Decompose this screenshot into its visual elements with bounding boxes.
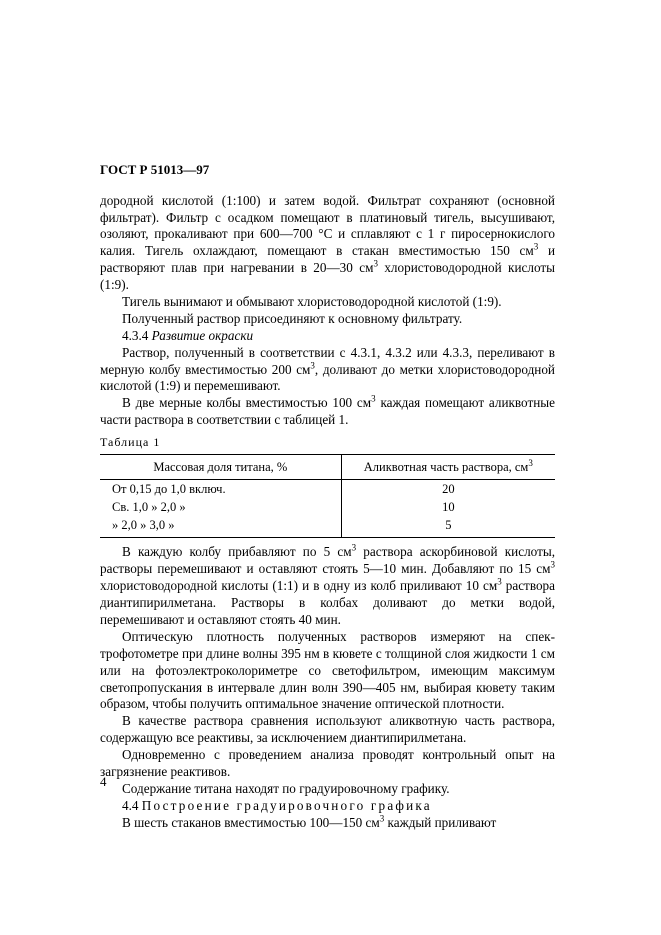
- paragraph-10: В шесть стаканов вместимостью 100—150 см…: [100, 815, 555, 832]
- paragraph-3: Раствор, полученный в соответствии с 4.3…: [100, 345, 555, 396]
- table-1: Массовая доля титана, % Аликвотная часть…: [100, 454, 555, 538]
- table-cell: 20: [341, 480, 555, 499]
- table-row: » 2,0 » 3,0 » 5: [100, 516, 555, 538]
- table-row: Св. 1,0 » 2,0 » 10: [100, 498, 555, 516]
- sec44-num: 4.4: [122, 798, 142, 813]
- paragraph-9: Содержание титана находят по градуировоч…: [100, 781, 555, 798]
- table-cell: 5: [341, 516, 555, 538]
- sec-num: 4.3.4: [122, 328, 152, 343]
- table-cell: » 2,0 » 3,0 »: [100, 516, 341, 538]
- paragraph-7: В качестве раствора сравнения используют…: [100, 713, 555, 747]
- sup-3: 3: [551, 560, 556, 570]
- table-cell: Св. 1,0 » 2,0 »: [100, 498, 341, 516]
- col2-hdr-text: Аликвотная часть раствора, см: [364, 460, 529, 474]
- section-4-3-4: 4.3.4 Развитие окраски: [100, 328, 555, 345]
- p4-text-a: В две мерные колбы вместимостью 100 см: [122, 395, 371, 410]
- sup-3: 3: [528, 458, 533, 468]
- document-header: ГОСТ Р 51013—97: [100, 162, 555, 179]
- paragraph-4: В две мерные колбы вместимостью 100 см3 …: [100, 395, 555, 429]
- paragraph-2a: Тигель вынимают и обмывают хлористоводор…: [100, 294, 555, 311]
- sec44-title: Построение градуировочного графика: [142, 798, 432, 813]
- p5-text-c: хлористоводородной кислоты (1:1) и в одн…: [100, 578, 497, 593]
- p10-text-b: каждый приливают: [384, 815, 496, 830]
- table-col1-header: Массовая доля титана, %: [100, 455, 341, 480]
- p10-text-a: В шесть стаканов вместимостью 100—150 см: [122, 815, 380, 830]
- table-caption: Таблица 1: [100, 435, 555, 450]
- sec-title: Развитие окраски: [152, 328, 253, 343]
- p5-text-a: В каждую колбу прибавляют по 5 см: [122, 544, 352, 559]
- paragraph-2b: Полученный раствор присоединяют к основн…: [100, 311, 555, 328]
- paragraph-5: В каждую колбу прибавляют по 5 см3 раств…: [100, 544, 555, 628]
- p1-text-a: дородной кислотой (1:100) и затем водой.…: [100, 193, 555, 259]
- paragraph-1: дородной кислотой (1:100) и затем водой.…: [100, 193, 555, 294]
- table-row: От 0,15 до 1,0 включ. 20: [100, 480, 555, 499]
- section-4-4: 4.4 Построение градуировочного графика: [100, 798, 555, 815]
- page-number: 4: [100, 774, 107, 790]
- table-cell: От 0,15 до 1,0 включ.: [100, 480, 341, 499]
- table-col2-header: Аликвотная часть раствора, см3: [341, 455, 555, 480]
- table-cell: 10: [341, 498, 555, 516]
- paragraph-6: Оптическую плотность полученных растворо…: [100, 629, 555, 713]
- paragraph-8: Одновременно с проведением анализа прово…: [100, 747, 555, 781]
